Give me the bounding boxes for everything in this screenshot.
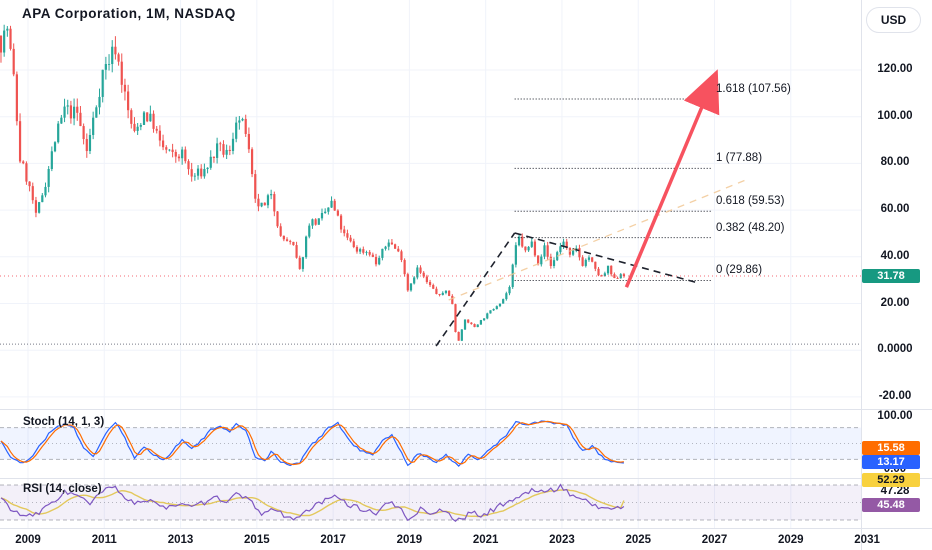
- fib-label-1618[interactable]: 1.618 (107.56): [716, 83, 791, 96]
- price-tick-label: 120.00: [877, 63, 913, 75]
- year-tick-label: 2021: [472, 534, 499, 546]
- fib-label-0[interactable]: 0 (29.86): [716, 264, 763, 277]
- rsi-badge: 45.48: [862, 498, 920, 512]
- stoch-k-badge: 13.17: [862, 455, 920, 469]
- rsi-lines: [0, 483, 625, 522]
- projection-arrow[interactable]: [624, 69, 720, 288]
- year-tick-label: 2031: [854, 534, 880, 546]
- price-tick-label: 60.00: [880, 203, 910, 216]
- year-tick-label: 2029: [778, 534, 804, 546]
- fib-label-0618[interactable]: 0.618 (59.53): [716, 195, 785, 208]
- stoch-d-badge: 15.58: [862, 441, 920, 455]
- year-tick-label: 2019: [396, 534, 423, 546]
- rsi-ma-badge: 52.29: [862, 473, 920, 487]
- grid-lines: [0, 0, 861, 528]
- year-tick-label: 2009: [15, 534, 41, 546]
- indicator-bands: [0, 427, 861, 521]
- stoch-lines: [0, 420, 624, 467]
- trendline-drawings[interactable]: [435, 179, 747, 347]
- fib-label-0382[interactable]: 0.382 (48.20): [716, 221, 785, 234]
- year-tick-label: 2015: [244, 534, 270, 546]
- stoch-indicator-label[interactable]: Stoch (14, 1, 3): [23, 416, 105, 428]
- year-tick-label: 2025: [625, 534, 652, 546]
- year-tick-label: 2023: [549, 534, 575, 546]
- stoch-axis-top-label: 100.00: [877, 410, 913, 422]
- price-tick-label: 0.0000: [877, 343, 913, 356]
- rsi-indicator-label[interactable]: RSI (14, close): [23, 483, 102, 495]
- symbol-title[interactable]: APA Corporation, 1M, NASDAQ: [22, 6, 236, 21]
- last-price-badge: 31.78: [862, 268, 920, 283]
- year-tick-label: 2027: [701, 534, 728, 546]
- price-tick-label: 40.00: [880, 249, 910, 262]
- price-tick-label: 100.00: [877, 109, 913, 122]
- rsi-axis-value-label: 47.28: [880, 485, 910, 497]
- year-tick-label: 2017: [320, 534, 346, 546]
- price-tick-label: 20.00: [880, 296, 910, 309]
- fib-label-1000[interactable]: 1 (77.88): [716, 152, 763, 165]
- year-tick-label: 2011: [91, 534, 117, 546]
- price-tick-label: -20.00: [878, 389, 912, 402]
- currency-unit-button[interactable]: USD: [866, 7, 921, 33]
- year-tick-label: 2013: [167, 534, 194, 546]
- candlesticks: [0, 24, 626, 342]
- price-tick-label: 80.00: [880, 156, 910, 169]
